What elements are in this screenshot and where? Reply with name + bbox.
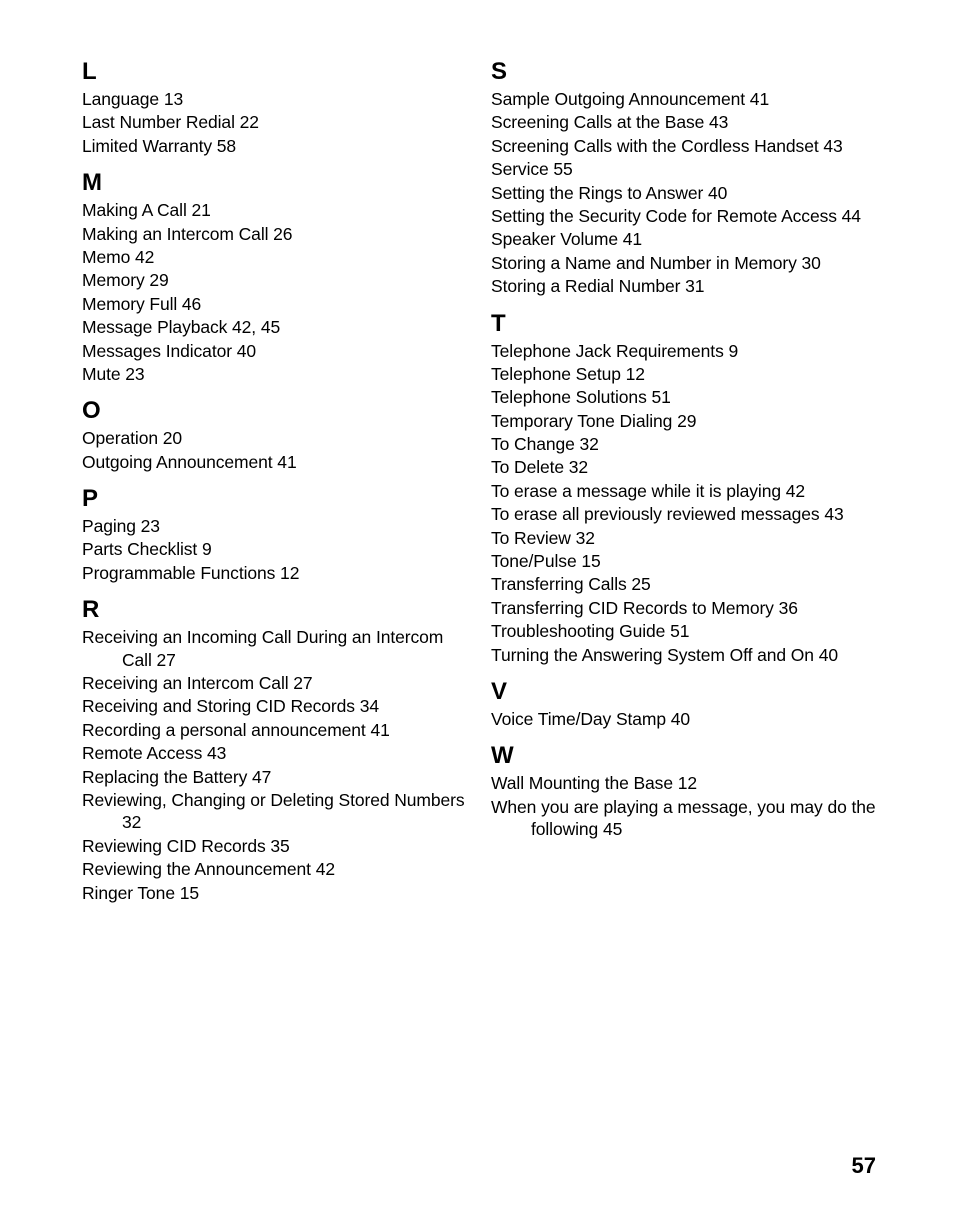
index-entry: Wall Mounting the Base 12 <box>491 772 876 794</box>
index-entry: Ringer Tone 15 <box>82 882 467 904</box>
index-letter-heading: T <box>491 310 876 338</box>
index-entry: Programmable Functions 12 <box>82 562 467 584</box>
index-entry: Storing a Redial Number 31 <box>491 275 876 297</box>
index-entry: Mute 23 <box>82 363 467 385</box>
index-letter-heading: P <box>82 485 467 513</box>
index-letter-heading: L <box>82 58 467 86</box>
index-entry: Receiving an Intercom Call 27 <box>82 672 467 694</box>
index-entry: Message Playback 42, 45 <box>82 316 467 338</box>
index-entry: Tone/Pulse 15 <box>491 550 876 572</box>
index-entry: Setting the Security Code for Remote Acc… <box>491 205 876 227</box>
index-entry: Receiving and Storing CID Records 34 <box>82 695 467 717</box>
index-letter-heading: S <box>491 58 876 86</box>
index-entry: Temporary Tone Dialing 29 <box>491 410 876 432</box>
index-entry: Memory 29 <box>82 269 467 291</box>
index-entry: Service 55 <box>491 158 876 180</box>
index-entry: Messages Indicator 40 <box>82 340 467 362</box>
index-entry: Making A Call 21 <box>82 199 467 221</box>
index-entry: To Change 32 <box>491 433 876 455</box>
index-entry: Receiving an Incoming Call During an Int… <box>82 626 467 671</box>
index-entry: Troubleshooting Guide 51 <box>491 620 876 642</box>
left-column: LLanguage 13Last Number Redial 22Limited… <box>82 58 467 905</box>
index-entry: Telephone Jack Requirements 9 <box>491 340 876 362</box>
index-entry: Parts Checklist 9 <box>82 538 467 560</box>
index-entry: Replacing the Battery 47 <box>82 766 467 788</box>
index-entry: To erase a message while it is playing 4… <box>491 480 876 502</box>
index-entry: To Review 32 <box>491 527 876 549</box>
index-entry: Making an Intercom Call 26 <box>82 223 467 245</box>
index-entry: Telephone Solutions 51 <box>491 386 876 408</box>
index-entry: Reviewing the Announcement 42 <box>82 858 467 880</box>
index-entry: Reviewing, Changing or Deleting Stored N… <box>82 789 467 834</box>
index-entry: Remote Access 43 <box>82 742 467 764</box>
index-entry: Transferring CID Records to Memory 36 <box>491 597 876 619</box>
index-entry: Operation 20 <box>82 427 467 449</box>
index-entry: Outgoing Announcement 41 <box>82 451 467 473</box>
index-entry: Speaker Volume 41 <box>491 228 876 250</box>
index-entry: Turning the Answering System Off and On … <box>491 644 876 666</box>
index-letter-heading: W <box>491 742 876 770</box>
index-letter-heading: R <box>82 596 467 624</box>
index-entry: Paging 23 <box>82 515 467 537</box>
index-entry: Memory Full 46 <box>82 293 467 315</box>
index-entry: Memo 42 <box>82 246 467 268</box>
index-letter-heading: O <box>82 397 467 425</box>
index-entry: Telephone Setup 12 <box>491 363 876 385</box>
index-columns: LLanguage 13Last Number Redial 22Limited… <box>82 58 876 905</box>
index-entry: To Delete 32 <box>491 456 876 478</box>
index-entry: Setting the Rings to Answer 40 <box>491 182 876 204</box>
page-number: 57 <box>852 1153 876 1179</box>
index-entry: Last Number Redial 22 <box>82 111 467 133</box>
index-letter-heading: V <box>491 678 876 706</box>
index-entry: Limited Warranty 58 <box>82 135 467 157</box>
index-entry: To erase all previously reviewed message… <box>491 503 876 525</box>
index-entry: Transferring Calls 25 <box>491 573 876 595</box>
index-entry: Recording a personal announcement 41 <box>82 719 467 741</box>
index-letter-heading: M <box>82 169 467 197</box>
index-entry: Storing a Name and Number in Memory 30 <box>491 252 876 274</box>
index-entry: Screening Calls with the Cordless Handse… <box>491 135 876 157</box>
index-entry: Language 13 <box>82 88 467 110</box>
index-entry: When you are playing a message, you may … <box>491 796 876 841</box>
index-entry: Sample Outgoing Announcement 41 <box>491 88 876 110</box>
right-column: SSample Outgoing Announcement 41Screenin… <box>491 58 876 905</box>
index-entry: Voice Time/Day Stamp 40 <box>491 708 876 730</box>
index-entry: Reviewing CID Records 35 <box>82 835 467 857</box>
index-entry: Screening Calls at the Base 43 <box>491 111 876 133</box>
